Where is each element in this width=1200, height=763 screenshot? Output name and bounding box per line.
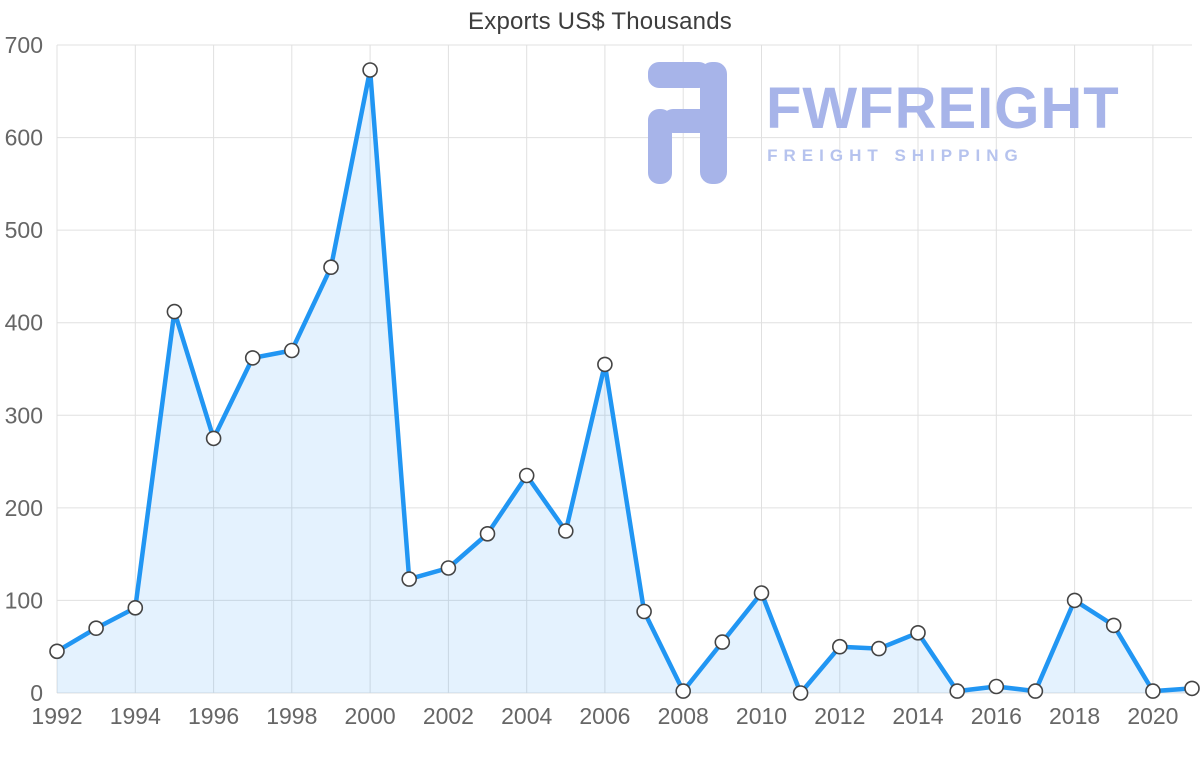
x-tick-label: 1994 xyxy=(110,703,161,729)
data-point-marker[interactable] xyxy=(792,685,809,701)
y-tick-label: 100 xyxy=(5,587,43,613)
data-point-marker[interactable] xyxy=(753,585,770,601)
data-point-marker[interactable] xyxy=(1105,617,1122,634)
area-fill xyxy=(57,70,1192,693)
x-tick-label: 2018 xyxy=(1049,703,1100,729)
y-tick-label: 500 xyxy=(5,217,43,243)
data-point-marker[interactable] xyxy=(440,560,457,576)
x-tick-label: 1998 xyxy=(266,703,317,729)
data-point-marker[interactable] xyxy=(831,638,848,655)
y-tick-label: 600 xyxy=(5,125,43,151)
data-point-marker[interactable] xyxy=(1027,683,1044,699)
data-point-marker[interactable] xyxy=(1184,680,1200,697)
data-point-marker[interactable] xyxy=(205,430,222,447)
data-point-marker[interactable] xyxy=(675,683,692,699)
y-tick-label: 0 xyxy=(30,680,43,706)
x-tick-label: 2010 xyxy=(736,703,787,729)
x-tick-label: 2000 xyxy=(345,703,396,729)
data-point-marker[interactable] xyxy=(636,603,652,620)
data-point-marker[interactable] xyxy=(871,640,887,657)
y-tick-label: 700 xyxy=(5,32,43,58)
x-tick-label: 2004 xyxy=(501,703,552,729)
x-tick-label: 2014 xyxy=(892,703,943,729)
data-point-marker[interactable] xyxy=(88,620,104,637)
data-point-marker[interactable] xyxy=(244,350,261,366)
data-point-marker[interactable] xyxy=(714,634,731,650)
x-tick-label: 2012 xyxy=(814,703,865,729)
data-point-marker[interactable] xyxy=(1145,683,1161,699)
data-point-marker[interactable] xyxy=(127,599,144,616)
x-tick-label: 2002 xyxy=(423,703,474,729)
data-point-marker[interactable] xyxy=(479,525,496,542)
data-point-marker[interactable] xyxy=(166,303,183,320)
data-point-marker[interactable] xyxy=(283,342,300,359)
data-point-marker[interactable] xyxy=(49,643,65,660)
data-point-marker[interactable] xyxy=(362,62,378,78)
data-point-marker[interactable] xyxy=(597,356,613,373)
x-tick-label: 2020 xyxy=(1127,703,1178,729)
data-point-marker[interactable] xyxy=(323,259,339,276)
data-point-marker[interactable] xyxy=(1066,592,1083,609)
x-tick-label: 2016 xyxy=(971,703,1022,729)
y-tick-label: 300 xyxy=(5,402,43,428)
x-tick-label: 2008 xyxy=(658,703,709,729)
data-point-marker[interactable] xyxy=(557,523,574,539)
chart-title: Exports US$ Thousands xyxy=(468,8,732,35)
data-point-marker[interactable] xyxy=(949,683,966,699)
x-tick-label: 2006 xyxy=(579,703,630,729)
data-point-marker[interactable] xyxy=(518,467,535,484)
data-point-marker[interactable] xyxy=(988,678,1005,695)
data-point-marker[interactable] xyxy=(401,571,418,587)
x-tick-label: 1992 xyxy=(31,703,82,729)
data-point-marker[interactable] xyxy=(910,624,926,641)
y-tick-label: 400 xyxy=(5,310,43,336)
y-tick-label: 200 xyxy=(5,495,43,521)
x-tick-label: 1996 xyxy=(188,703,239,729)
